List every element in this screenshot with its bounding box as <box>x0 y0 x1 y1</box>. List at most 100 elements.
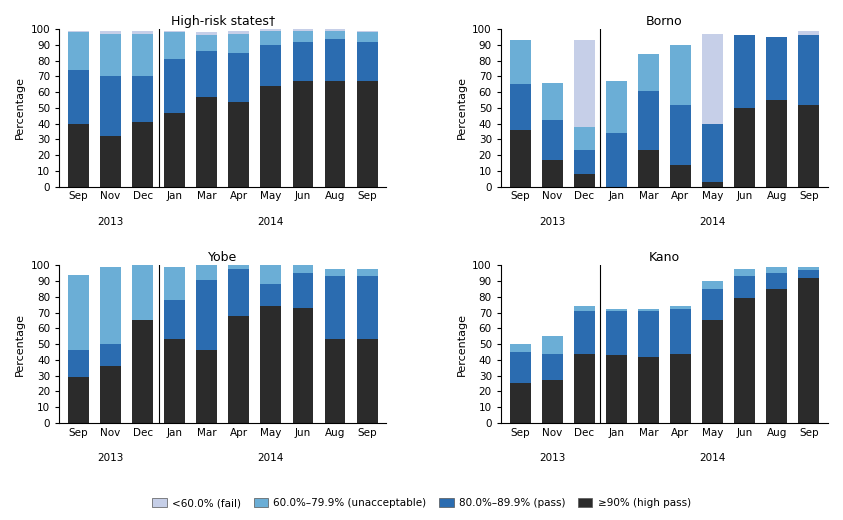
Bar <box>638 90 659 150</box>
Text: 2013: 2013 <box>97 217 124 227</box>
Bar <box>357 268 378 277</box>
Bar <box>766 289 787 423</box>
Y-axis label: Percentage: Percentage <box>15 313 25 375</box>
Title: Borno: Borno <box>646 15 683 28</box>
Bar <box>196 97 217 187</box>
Bar <box>68 350 89 377</box>
Bar <box>510 344 530 352</box>
Bar <box>702 34 723 124</box>
Bar <box>164 31 185 32</box>
Bar <box>766 273 787 289</box>
Bar <box>325 31 346 38</box>
Bar <box>638 309 659 311</box>
Bar <box>293 31 314 42</box>
Bar <box>357 340 378 423</box>
Bar <box>510 352 530 383</box>
Bar <box>164 59 185 113</box>
Text: 2013: 2013 <box>539 217 566 227</box>
Bar <box>100 366 121 423</box>
Bar <box>100 344 121 366</box>
Bar <box>798 35 819 105</box>
Legend: <60.0% (fail), 60.0%–79.9% (unacceptable), 80.0%–89.9% (pass), ≥90% (high pass): <60.0% (fail), 60.0%–79.9% (unacceptable… <box>148 494 695 512</box>
Bar <box>196 35 217 51</box>
Bar <box>734 277 755 298</box>
Bar <box>638 150 659 187</box>
Bar <box>260 306 282 423</box>
Bar <box>68 70 89 124</box>
Bar <box>638 311 659 357</box>
Bar <box>798 105 819 187</box>
Bar <box>606 311 626 355</box>
Bar <box>357 32 378 42</box>
Bar <box>325 277 346 340</box>
Bar <box>798 267 819 270</box>
Bar <box>260 86 282 187</box>
Bar <box>68 124 89 187</box>
Bar <box>357 277 378 340</box>
Bar <box>574 311 594 354</box>
Bar <box>734 108 755 187</box>
Text: 2013: 2013 <box>539 453 566 463</box>
Bar <box>196 264 217 280</box>
Bar <box>574 174 594 187</box>
Bar <box>670 165 691 187</box>
Bar <box>228 31 250 34</box>
Bar <box>325 38 346 81</box>
Bar <box>293 265 314 273</box>
Title: Kano: Kano <box>649 251 680 264</box>
Bar <box>357 42 378 81</box>
Bar <box>574 40 594 127</box>
Bar <box>196 51 217 97</box>
Bar <box>766 267 787 273</box>
Bar <box>357 81 378 187</box>
Bar <box>766 37 787 100</box>
Y-axis label: Percentage: Percentage <box>457 76 467 139</box>
Bar <box>260 45 282 86</box>
Bar <box>606 309 626 311</box>
Bar <box>670 306 691 309</box>
Bar <box>542 354 562 380</box>
Bar <box>132 122 153 187</box>
Bar <box>734 268 755 277</box>
Y-axis label: Percentage: Percentage <box>15 76 25 139</box>
Bar <box>606 133 626 187</box>
Bar <box>196 350 217 423</box>
Title: Yobe: Yobe <box>208 251 238 264</box>
Bar <box>798 31 819 35</box>
Bar <box>228 101 250 187</box>
Bar <box>606 81 626 133</box>
Bar <box>542 121 562 160</box>
Bar <box>702 182 723 187</box>
Bar <box>100 76 121 136</box>
Bar <box>260 31 282 45</box>
Bar <box>574 354 594 423</box>
Bar <box>228 316 250 423</box>
Bar <box>734 298 755 423</box>
Bar <box>734 35 755 108</box>
Bar <box>542 83 562 121</box>
Bar <box>164 267 185 300</box>
Bar <box>196 280 217 350</box>
Bar <box>100 267 121 344</box>
Bar <box>293 81 314 187</box>
Text: 2014: 2014 <box>258 453 284 463</box>
Bar <box>68 32 89 70</box>
Bar <box>132 320 153 423</box>
Bar <box>702 320 723 423</box>
Bar <box>670 354 691 423</box>
Bar <box>228 268 250 316</box>
Bar <box>68 377 89 423</box>
Bar <box>702 281 723 289</box>
Bar <box>542 336 562 354</box>
Bar <box>702 289 723 320</box>
Bar <box>325 29 346 31</box>
Bar <box>228 34 250 53</box>
Bar <box>260 284 282 306</box>
Bar <box>100 136 121 187</box>
Bar <box>132 76 153 122</box>
Bar <box>574 150 594 174</box>
Bar <box>132 31 153 34</box>
Bar <box>574 127 594 150</box>
Bar <box>68 275 89 350</box>
Bar <box>798 278 819 423</box>
